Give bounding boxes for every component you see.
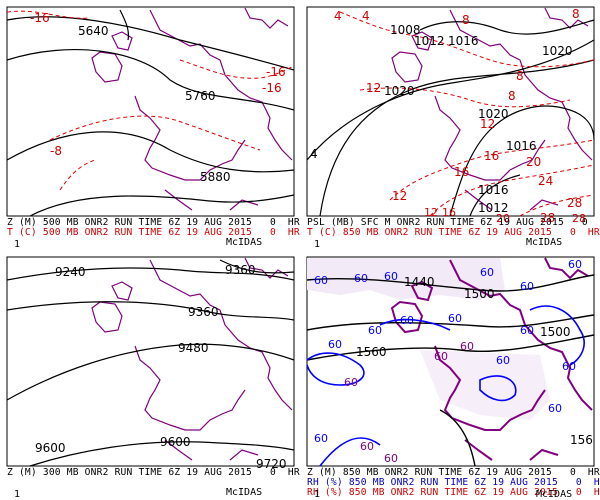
label-13: 60 (368, 324, 382, 337)
label-5: 1012 (414, 34, 445, 48)
label-21: 60 (548, 402, 562, 415)
coastline (391, 7, 593, 211)
label-22: 60 (314, 432, 328, 445)
brand-label: McIDAS (226, 237, 263, 248)
label-4: 60 (384, 270, 398, 283)
label-16: 16 (484, 149, 499, 163)
label-14: 60 (328, 338, 342, 351)
label-6: 60 (480, 266, 494, 279)
label-14: 12 (480, 117, 495, 131)
label-6: 9600 (160, 435, 191, 449)
label-20: 60 (562, 360, 576, 373)
caption-line-2: T (C) 850 MB ONR2 RUN TIME 6Z 19 AUG 201… (307, 227, 600, 238)
frame-number: 1 (14, 239, 21, 250)
label-25: 28 (540, 211, 555, 225)
label-9: 60 (400, 314, 414, 327)
label-27: 16 (442, 206, 456, 219)
map-sfc: 4 4 8 1008 1012 1016 8 1020 12 1020 8 8 … (306, 6, 595, 225)
panel-300mb: 9240 9360 9360 9480 9600 9600 9720 Z (M)… (0, 250, 300, 500)
label-3: 8 (462, 13, 470, 27)
label-6: 1016 (448, 34, 479, 48)
coastline (91, 257, 293, 461)
label-10: 1560 (356, 345, 387, 359)
caption-line-2: T (C) 500 MB ONR2 RUN TIME 6Z 19 AUG 201… (7, 227, 300, 238)
label-3: 1440 (404, 275, 435, 289)
label-26: 12 (424, 206, 438, 219)
map-850mb: 60 60 1440 60 1500 60 60 60 60 1560 60 1… (306, 256, 595, 467)
map-300mb: 9240 9360 9360 9480 9600 9600 9720 (6, 256, 295, 471)
brand-label: McIDAS (226, 487, 263, 498)
label-28: 20 (496, 212, 510, 225)
label-1: -16 (30, 11, 50, 25)
label-13: 1020 (478, 107, 509, 121)
label-5: 1500 (464, 287, 495, 301)
brand-label: McIDAS (536, 489, 573, 500)
label-7: 8 (572, 7, 580, 21)
caption-line-3: RH (%) 850 MB ONR2 RUN TIME 6Z 19 AUG 20… (307, 487, 600, 498)
label-4: -16 (266, 65, 286, 79)
label-22: 12 (392, 189, 407, 203)
label-24: 28 (567, 196, 582, 210)
caption-line-1: Z (M) 850 MB ONR2 RUN TIME 6Z 19 AUG 201… (307, 467, 600, 478)
label-23: 60 (360, 440, 374, 453)
label-19: 60 (496, 354, 510, 367)
label-29: 28 (572, 212, 586, 225)
coastline (91, 7, 293, 211)
label-8: 1020 (542, 44, 573, 58)
label-10: 1020 (384, 84, 415, 98)
label-6: -8 (50, 144, 62, 158)
label-11: 60 (448, 312, 462, 325)
label-1: 9240 (55, 265, 86, 279)
label-4: 1008 (390, 23, 421, 37)
label-2: 5640 (78, 24, 109, 38)
label-7: 5880 (200, 170, 231, 184)
label-17: 60 (460, 340, 474, 353)
map-500mb: -16 5640 5760 -16 -16 -8 5880 (6, 6, 295, 217)
label-5: 9600 (35, 441, 66, 455)
label-25: 156 (570, 433, 593, 447)
label-1: 60 (314, 274, 328, 287)
label-18: 4 (310, 147, 318, 161)
frame-number: 1 (314, 489, 321, 500)
label-3: 9360 (188, 305, 219, 319)
panel-850mb: 60 60 1440 60 1500 60 60 60 60 1560 60 1… (300, 250, 600, 500)
label-11: 8 (516, 69, 524, 83)
frame-number: 1 (314, 239, 321, 250)
label-21: 24 (538, 174, 553, 188)
panel-500mb: -16 5640 5760 -16 -16 -8 5880 Z (M) 500 … (0, 0, 300, 250)
label-2: 4 (362, 9, 370, 23)
label-2: 60 (354, 272, 368, 285)
label-7: 60 (520, 280, 534, 293)
label-17: 20 (526, 155, 541, 169)
label-1: 4 (334, 9, 342, 23)
label-4: 9480 (178, 341, 209, 355)
label-12: 1500 (540, 325, 571, 339)
caption-line-1: Z (M) 500 MB ONR2 RUN TIME 6Z 19 AUG 201… (7, 217, 300, 228)
label-8: 60 (568, 258, 582, 271)
label-24: 60 (384, 452, 398, 465)
brand-label: McIDAS (526, 237, 563, 248)
label-7: 9720 (256, 457, 287, 471)
label-9: 12 (366, 81, 381, 95)
caption-line-1: Z (M) 300 MB ONR2 RUN TIME 6Z 19 AUG 201… (7, 467, 300, 478)
label-19: 16 (454, 165, 469, 179)
label-2: 9360 (225, 263, 256, 277)
label-15: 1016 (506, 139, 537, 153)
label-12: 8 (508, 89, 516, 103)
label-18: 60 (344, 376, 358, 389)
label-5: -16 (262, 81, 282, 95)
frame-number: 1 (14, 489, 21, 500)
label-23: 1012 (478, 201, 509, 215)
caption-line-1: PSL (MB) SFC M ONR2 RUN TIME 6Z 19 AUG 2… (307, 217, 600, 228)
panel-sfc: 4 4 8 1008 1012 1016 8 1020 12 1020 8 8 … (300, 0, 600, 250)
label-15: 60 (520, 324, 534, 337)
label-16: 60 (434, 350, 448, 363)
caption-line-2: RH (%) 850 MB ONR2 RUN TIME 6Z 19 AUG 20… (307, 477, 600, 488)
label-20: 1016 (478, 183, 509, 197)
label-3: 5760 (185, 89, 216, 103)
